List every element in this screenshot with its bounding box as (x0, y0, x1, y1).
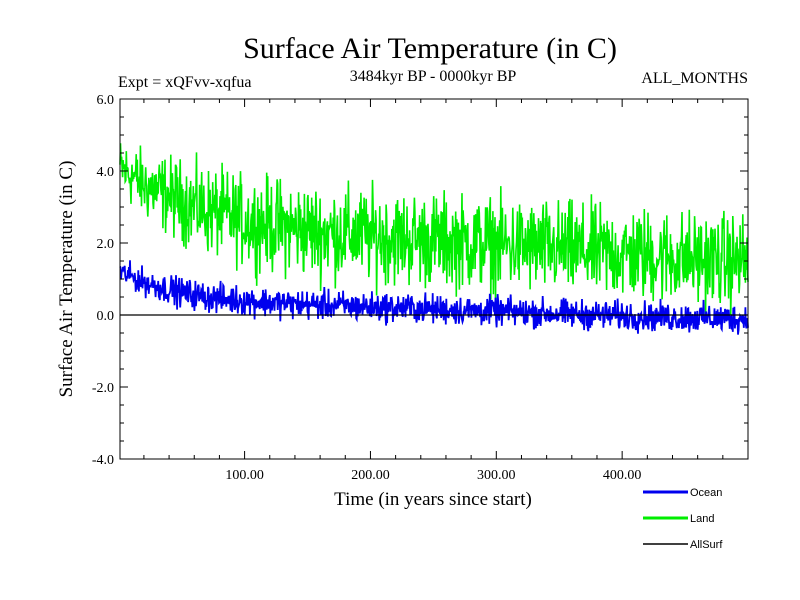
y-tick-label-5: 6.0 (97, 93, 115, 108)
experiment-label: Expt = xQFvv-xqfua (118, 74, 251, 91)
chart-title: Surface Air Temperature (in C) (243, 32, 617, 65)
legend-label-allsurf: AllSurf (690, 539, 723, 551)
series-line-ocean (119, 260, 749, 335)
legend: Ocean Land AllSurf (643, 487, 723, 551)
y-tick-label-0: -4.0 (92, 453, 114, 468)
x-tick-label-2: 300.00 (477, 468, 516, 483)
legend-label-ocean: Ocean (690, 487, 722, 499)
months-label: ALL_MONTHS (641, 70, 748, 87)
series-line-land (119, 143, 749, 318)
time-range-label: 3484kyr BP - 0000kyr BP (350, 68, 517, 85)
x-tick-label-3: 400.00 (603, 468, 642, 483)
legend-label-land: Land (690, 513, 714, 525)
y-axis-label: Surface Air Temperature (in C) (56, 161, 77, 398)
x-tick-label-0: 100.00 (225, 468, 264, 483)
y-tick-label-2: 0.0 (97, 309, 115, 324)
plot-series-layer (119, 143, 749, 335)
axis-ticks: -4.0 -2.0 0.0 2.0 4.0 6.0 100.00 200.00 300.00 40… (92, 93, 748, 483)
y-tick-label-3: 2.0 (97, 237, 115, 252)
y-tick-label-4: 4.0 (97, 165, 115, 180)
x-tick-label-1: 200.00 (351, 468, 390, 483)
y-tick-label-1: -2.0 (92, 381, 114, 396)
x-axis-label: Time (in years since start) (334, 489, 532, 510)
